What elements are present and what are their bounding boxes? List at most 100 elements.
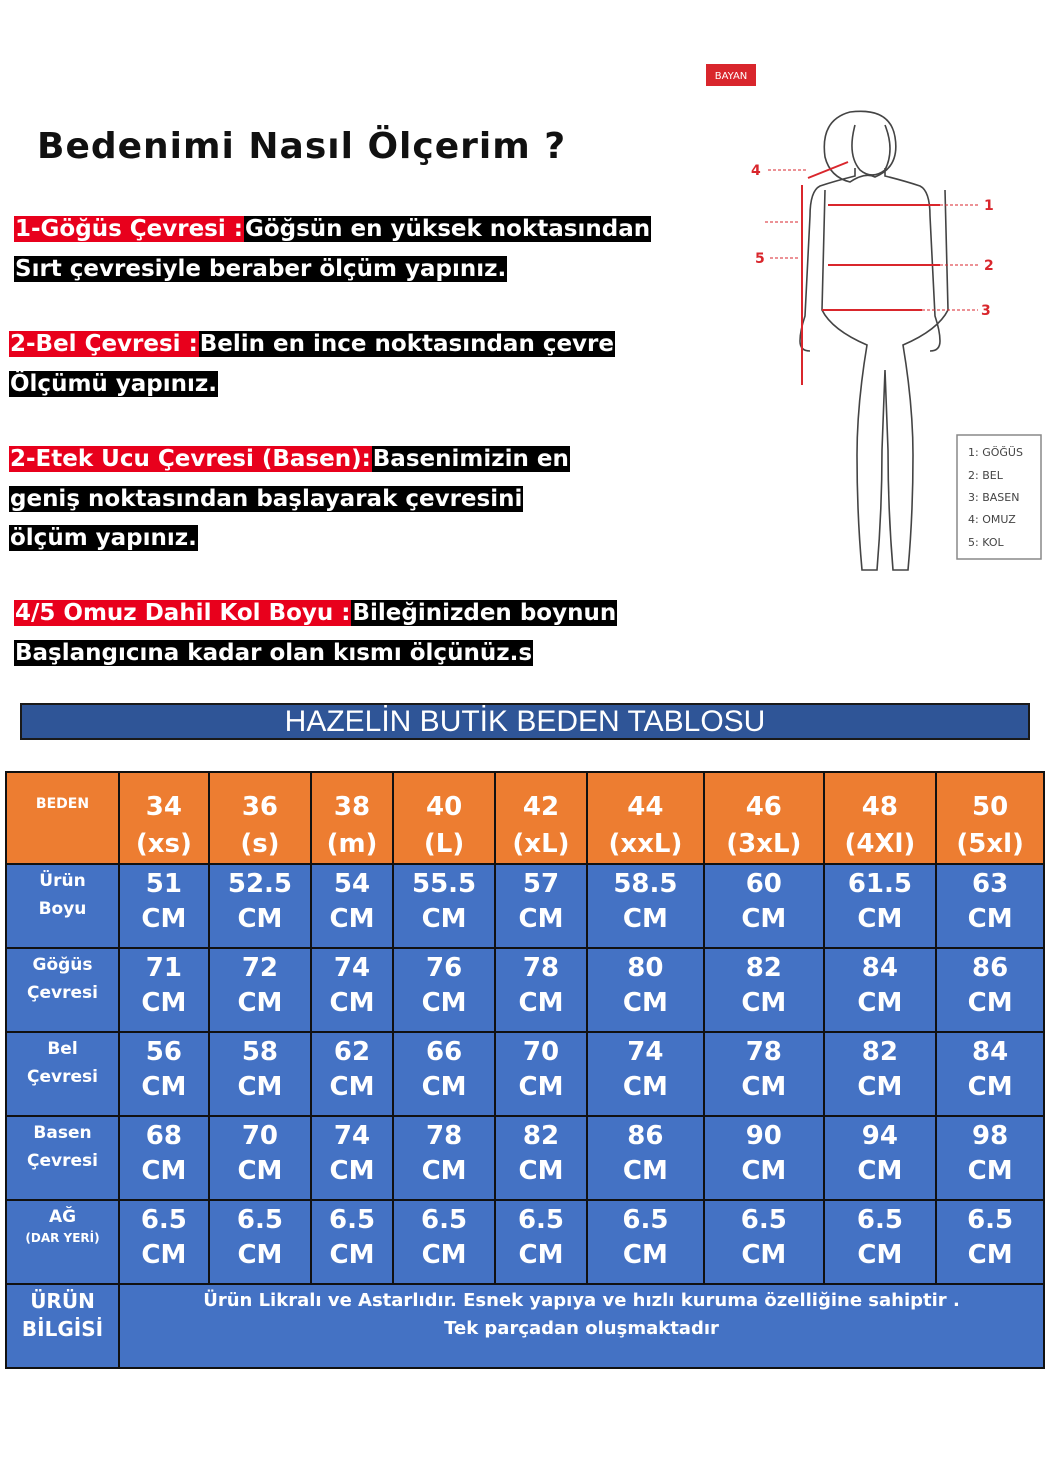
measurement-unit: CM — [741, 1072, 787, 1102]
marker-1: 1 — [984, 198, 994, 214]
measurement-unit: CM — [237, 1072, 283, 1102]
measurement-cell: 74 CM — [585, 1031, 706, 1117]
measurement-unit: CM — [967, 988, 1013, 1018]
measurement-cell: 58.5 CM — [585, 863, 706, 949]
measurement-cell: 90 CM — [703, 1115, 825, 1201]
legend-item: 3: BASEN — [968, 491, 1019, 504]
info-label-line: BİLGİSİ — [21, 1317, 104, 1341]
body-measurement-figure: BAYAN 1 2 3 4 5 1: — [706, 64, 1042, 571]
row-label-line: Çevresi — [27, 1151, 98, 1171]
measurement-cell: 66 CM — [391, 1031, 497, 1117]
measurement-cell: 71 CM — [118, 947, 210, 1033]
size-letter: (s) — [240, 829, 280, 859]
size-letter: (xxL) — [608, 829, 683, 859]
measurement-cell: 78 CM — [391, 1115, 497, 1201]
measurement-unit: CM — [857, 1156, 903, 1186]
measurement-cell: 51 CM — [118, 863, 210, 949]
info-label-line: ÜRÜN — [30, 1289, 95, 1313]
instruction-1-line-1: 1-Göğüs Çevresi :Göğsün en yüksek noktas… — [14, 216, 652, 242]
instruction-3-line-1: 2-Etek Ucu Çevresi (Basen):Basenimizin e… — [9, 446, 570, 472]
size-header: 48 (4Xl) — [822, 771, 938, 865]
table-header-row: BEDEN 34 (xs) 36 (s) 38 (m) 40 (L) 42 (xL) 44 (xxL)… — [5, 771, 1045, 865]
size-header: 34 (xs) — [118, 771, 210, 865]
measurement-unit: CM — [518, 988, 564, 1018]
measurement-cell: 6.5 CM — [118, 1199, 210, 1285]
measurement-cell: 84 CM — [935, 1031, 1045, 1117]
table-row: Ürün Boyu 51 CM 52.5 CM 54 CM 55.5 CM 57 CM 58.5 CM 60… — [5, 863, 1045, 949]
measurement-cell: 76 CM — [391, 947, 497, 1033]
size-number: 40 — [425, 792, 463, 822]
measurement-cell: 86 CM — [585, 1115, 706, 1201]
measurement-value: 70 — [241, 1121, 279, 1151]
measurement-unit: CM — [518, 1072, 564, 1102]
header-label: BEDEN — [5, 771, 120, 865]
product-info-row: ÜRÜN BİLGİSİ Ürün Likralı ve Astarlıdır. E… — [5, 1283, 1045, 1369]
size-letter: (m) — [326, 829, 378, 859]
measurement-cell: 68 CM — [118, 1115, 210, 1201]
measurement-value: 78 — [425, 1121, 463, 1151]
row-label-line: Çevresi — [27, 1067, 98, 1087]
measurement-value: 76 — [425, 953, 463, 983]
row-label-line: Ürün — [39, 871, 86, 891]
measurement-cell: 6.5 CM — [935, 1199, 1045, 1285]
measurement-unit: CM — [857, 988, 903, 1018]
measurement-cell: 56 CM — [118, 1031, 210, 1117]
size-header: 40 (L) — [391, 771, 497, 865]
measurement-unit: CM — [967, 1072, 1013, 1102]
size-number: 34 — [145, 792, 182, 822]
measurement-cell: 78 CM — [703, 1031, 825, 1117]
measurement-cell: 70 CM — [494, 1031, 588, 1117]
measurement-value: 58.5 — [613, 869, 678, 899]
size-letter: (L) — [423, 829, 465, 859]
measurement-unit: CM — [329, 988, 375, 1018]
measurement-unit: CM — [622, 1240, 668, 1270]
measurement-cell: 70 CM — [207, 1115, 313, 1201]
size-header: 36 (s) — [207, 771, 313, 865]
measurement-unit: CM — [237, 988, 283, 1018]
measurement-cell: 78 CM — [494, 947, 588, 1033]
measurement-value: 63 — [972, 869, 1009, 899]
instruction-2-line-1: 2-Bel Çevresi :Belin en ince noktasından… — [9, 331, 615, 357]
measurement-cell: 82 CM — [822, 1031, 938, 1117]
measurement-value: 82 — [861, 1037, 898, 1067]
size-header: 38 (m) — [310, 771, 394, 865]
measurement-unit: CM — [237, 1156, 283, 1186]
size-header: 42 (xL) — [494, 771, 588, 865]
measurement-unit: CM — [857, 904, 903, 934]
legend-item: 5: KOL — [968, 536, 1004, 549]
measurement-value: 6.5 — [328, 1205, 376, 1235]
measurement-value: 72 — [241, 953, 279, 983]
figure-legend: 1: GÖĞÜS 2: BEL 3: BASEN 4: OMUZ 5: KOL — [968, 446, 1023, 549]
measurement-value: 6.5 — [421, 1205, 468, 1235]
marker-2: 2 — [984, 258, 994, 274]
measurement-value: 78 — [745, 1037, 782, 1067]
measurement-unit: CM — [421, 1240, 467, 1270]
woman-outline-icon — [799, 110, 949, 571]
measurement-unit: CM — [967, 1156, 1013, 1186]
size-header: 44 (xxL) — [585, 771, 706, 865]
marker-3: 3 — [981, 303, 991, 319]
size-number: 48 — [861, 792, 898, 822]
measurement-unit: CM — [741, 1156, 787, 1186]
row-label: Ürün Boyu — [5, 863, 120, 949]
measurement-cell: 54 CM — [310, 863, 394, 949]
measurement-unit: CM — [141, 904, 187, 934]
instruction-1-line-2: Sırt çevresiyle beraber ölçüm yapınız. — [14, 256, 508, 282]
measurement-cell: 60 CM — [703, 863, 825, 949]
measurement-cell: 6.5 CM — [822, 1199, 938, 1285]
measurement-value: 6.5 — [967, 1205, 1014, 1235]
measurement-cell: 86 CM — [935, 947, 1045, 1033]
measurement-value: 71 — [145, 953, 182, 983]
size-number: 46 — [745, 792, 782, 822]
measurement-cell: 82 CM — [703, 947, 825, 1033]
measurement-value: 62 — [333, 1037, 371, 1067]
measurement-value: 58 — [241, 1037, 279, 1067]
measurement-value: 66 — [425, 1037, 463, 1067]
row-label-line: Göğüs — [32, 955, 93, 975]
page-title: Bedenimi Nasıl Ölçerim ? — [37, 126, 567, 167]
table-row: AĞ (DAR YERİ) 6.5 CM 6.5 CM 6.5 CM 6.5 CM 6.5 CM 6.5… — [5, 1199, 1045, 1285]
measurement-unit: CM — [967, 904, 1013, 934]
measurement-cell: 6.5 CM — [703, 1199, 825, 1285]
row-label-line: AĞ — [48, 1207, 77, 1227]
